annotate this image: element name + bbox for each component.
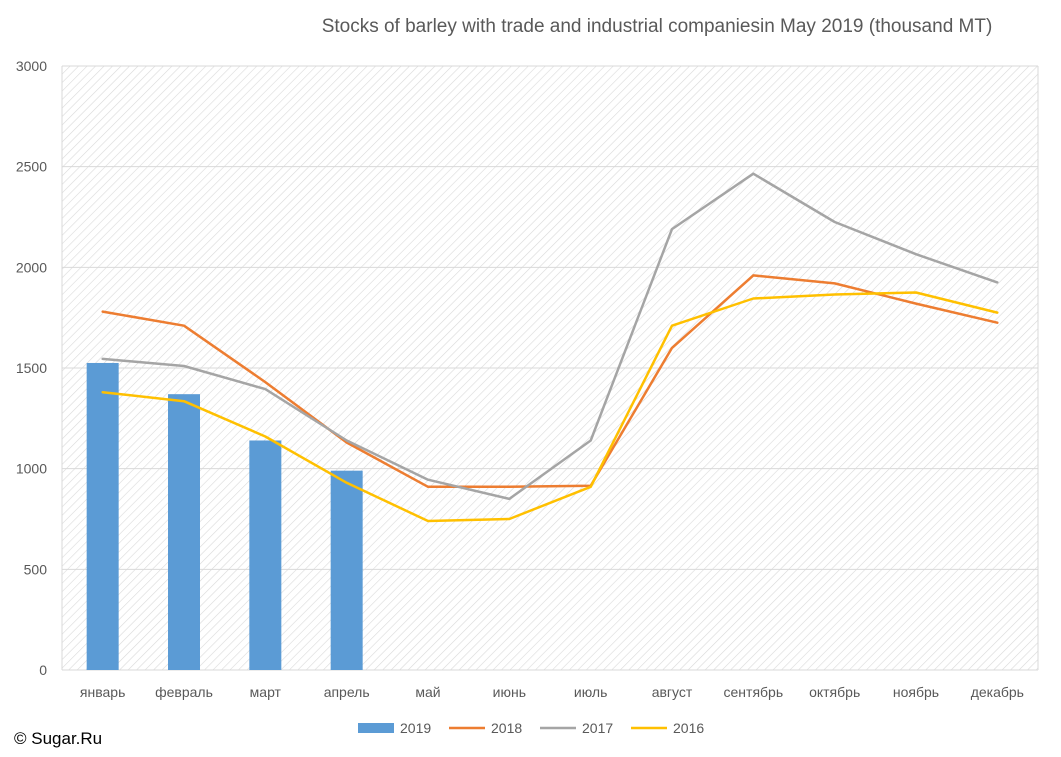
x-tick-label: июль [574, 684, 607, 700]
legend-label-2016: 2016 [673, 720, 704, 736]
line-2017 [101, 172, 999, 501]
bar-2019 [168, 394, 200, 670]
x-tick-label: январь [80, 684, 125, 700]
legend-label-2019: 2019 [400, 720, 431, 736]
legend: 2019 2018 2017 2016 [358, 720, 704, 736]
y-tick-label: 500 [24, 561, 48, 577]
legend-label-2018: 2018 [491, 720, 522, 736]
x-tick-label: октябрь [809, 684, 860, 700]
bar-2019 [330, 470, 363, 670]
y-tick-label: 2500 [16, 159, 47, 175]
x-tick-label: август [652, 684, 693, 700]
y-tick-label: 0 [39, 662, 47, 678]
legend-swatch-2019 [358, 723, 394, 733]
x-tick-label: декабрь [971, 684, 1024, 700]
line-series [101, 172, 999, 523]
line-2016 [101, 291, 999, 523]
x-tick-label: ноябрь [893, 684, 939, 700]
y-tick-label: 1000 [16, 461, 47, 477]
x-tick-label: март [250, 684, 282, 700]
chart-title: Stocks of barley with trade and industri… [322, 16, 993, 37]
credit-text: © Sugar.Ru [14, 729, 103, 748]
x-tick-label: июнь [493, 684, 526, 700]
y-axis: 0 500 1000 1500 2000 2500 3000 [16, 58, 47, 678]
legend-label-2017: 2017 [582, 720, 613, 736]
bar-2019 [249, 440, 282, 670]
x-tick-label: май [415, 684, 440, 700]
x-tick-label: сентябрь [724, 684, 784, 700]
bar-series [86, 362, 363, 670]
y-tick-label: 1500 [16, 360, 47, 376]
x-tick-label: апрель [324, 684, 370, 700]
y-tick-label: 2000 [16, 259, 47, 275]
bar-2019 [86, 362, 119, 670]
line-2018 [101, 274, 999, 489]
y-tick-label: 3000 [16, 58, 47, 74]
x-axis: январь февраль март апрель май июнь июль август… [80, 684, 1024, 700]
x-tick-label: февраль [155, 684, 213, 700]
